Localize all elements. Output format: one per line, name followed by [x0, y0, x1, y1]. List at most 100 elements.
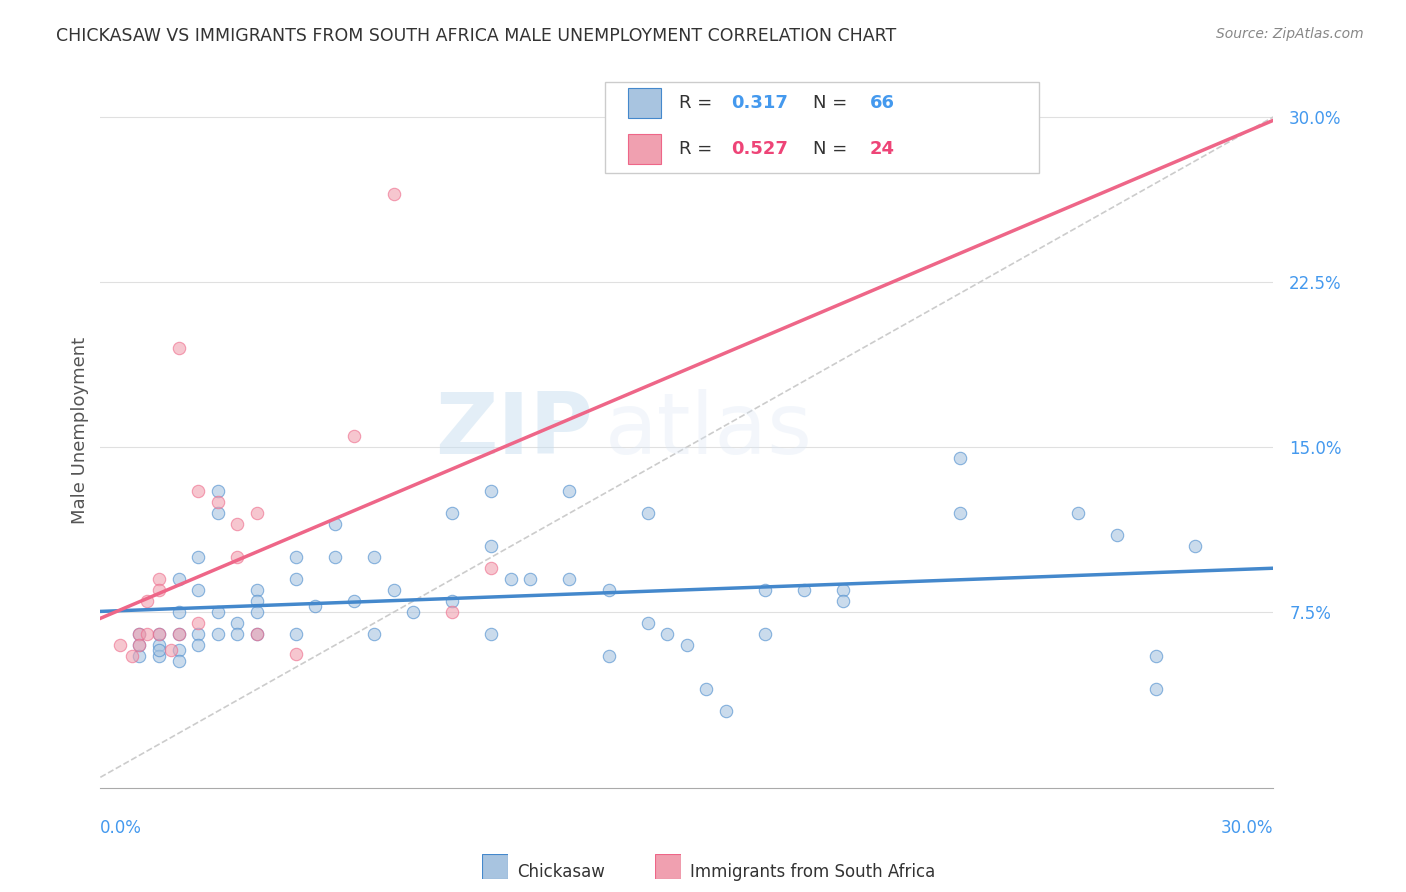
Point	[226, 627, 249, 641]
Bar	[628, 134, 661, 164]
Point	[128, 649, 150, 664]
Point	[949, 451, 972, 466]
Text: R =: R =	[679, 140, 717, 158]
Text: R =: R =	[679, 94, 717, 112]
Point	[499, 572, 522, 586]
Text: N =: N =	[814, 94, 853, 112]
Point	[832, 594, 855, 608]
Point	[363, 627, 385, 641]
Point	[323, 550, 346, 565]
Point	[382, 583, 405, 598]
Point	[793, 583, 815, 598]
Point	[148, 572, 170, 586]
Point	[148, 649, 170, 664]
Point	[187, 550, 209, 565]
Point	[1184, 539, 1206, 553]
Point	[657, 627, 679, 641]
Point	[1105, 528, 1128, 542]
Point	[226, 550, 249, 565]
Point	[167, 605, 190, 619]
Point	[323, 517, 346, 532]
Point	[167, 654, 190, 668]
Point	[128, 638, 150, 652]
Point	[284, 647, 307, 661]
Point	[148, 583, 170, 598]
Point	[479, 627, 502, 641]
Point	[558, 572, 581, 586]
Point	[479, 539, 502, 553]
Point	[284, 627, 307, 641]
Point	[128, 638, 150, 652]
Point	[441, 506, 464, 520]
Point	[207, 484, 229, 499]
Point	[598, 583, 620, 598]
Point	[343, 594, 366, 608]
Point	[246, 594, 269, 608]
Point	[479, 561, 502, 575]
Point	[136, 627, 159, 641]
Point	[187, 484, 209, 499]
Point	[284, 550, 307, 565]
Text: 0.317: 0.317	[731, 94, 789, 112]
Y-axis label: Male Unemployment: Male Unemployment	[72, 337, 89, 524]
Text: 0.0%: 0.0%	[100, 819, 142, 837]
Point	[187, 638, 209, 652]
Point	[246, 627, 269, 641]
Point	[1144, 649, 1167, 664]
Point	[441, 605, 464, 619]
Point	[519, 572, 541, 586]
Text: 0.527: 0.527	[731, 140, 789, 158]
Point	[121, 649, 143, 664]
Point	[128, 627, 150, 641]
Point	[754, 583, 776, 598]
Point	[246, 605, 269, 619]
Point	[714, 704, 737, 718]
Point	[949, 506, 972, 520]
Point	[675, 638, 697, 652]
Point	[128, 627, 150, 641]
FancyBboxPatch shape	[605, 81, 1039, 173]
Text: N =: N =	[814, 140, 853, 158]
Point	[1067, 506, 1090, 520]
Text: ZIP: ZIP	[436, 389, 593, 472]
Text: Chickasaw: Chickasaw	[517, 863, 606, 881]
Point	[754, 627, 776, 641]
Point	[187, 583, 209, 598]
Point	[187, 616, 209, 631]
Point	[167, 627, 190, 641]
Text: 30.0%: 30.0%	[1220, 819, 1274, 837]
Point	[343, 429, 366, 443]
Point	[167, 341, 190, 355]
Point	[382, 187, 405, 202]
Point	[226, 517, 249, 532]
Point	[136, 594, 159, 608]
Point	[1144, 682, 1167, 697]
Point	[148, 638, 170, 652]
Text: 66: 66	[870, 94, 894, 112]
Point	[167, 642, 190, 657]
Point	[832, 583, 855, 598]
Point	[226, 616, 249, 631]
Point	[402, 605, 425, 619]
Point	[304, 599, 326, 613]
Point	[207, 627, 229, 641]
Point	[598, 649, 620, 664]
Point	[246, 627, 269, 641]
Text: Source: ZipAtlas.com: Source: ZipAtlas.com	[1216, 27, 1364, 41]
Bar	[628, 88, 661, 118]
Point	[187, 627, 209, 641]
Point	[207, 506, 229, 520]
Point	[637, 506, 659, 520]
Text: CHICKASAW VS IMMIGRANTS FROM SOUTH AFRICA MALE UNEMPLOYMENT CORRELATION CHART: CHICKASAW VS IMMIGRANTS FROM SOUTH AFRIC…	[56, 27, 897, 45]
Point	[284, 572, 307, 586]
Point	[159, 642, 181, 657]
Point	[207, 605, 229, 619]
Point	[637, 616, 659, 631]
Point	[207, 495, 229, 509]
Point	[148, 627, 170, 641]
Point	[148, 642, 170, 657]
Point	[246, 506, 269, 520]
Text: 24: 24	[870, 140, 894, 158]
Point	[363, 550, 385, 565]
Point	[167, 572, 190, 586]
